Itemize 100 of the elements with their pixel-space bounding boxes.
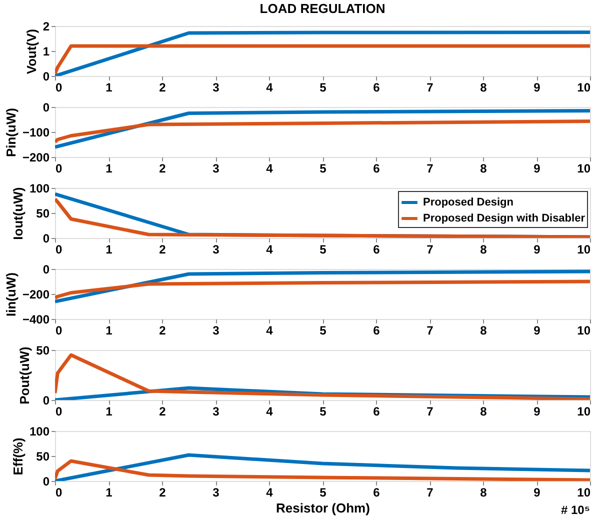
line-series bbox=[55, 459, 590, 481]
x-tick-label: 10 bbox=[577, 486, 591, 500]
x-tick-label: 3 bbox=[212, 162, 220, 176]
x-tick-label: 7 bbox=[426, 242, 434, 256]
y-tick-label: 1 bbox=[42, 44, 50, 58]
x-tick-label: 10 bbox=[577, 404, 591, 418]
y-tick-label: 50 bbox=[36, 450, 50, 464]
y-tick-label: −200 bbox=[22, 288, 50, 302]
x-axis-title: Resistor (Ohm) bbox=[276, 500, 370, 516]
y-axis-title: Vout(V) bbox=[24, 28, 39, 74]
y-tick-label: 0 bbox=[42, 232, 50, 246]
x-tick-label: 0 bbox=[56, 486, 62, 500]
x-tick-label: 0 bbox=[56, 242, 62, 256]
line-series bbox=[55, 270, 590, 304]
x-tick-label: 1 bbox=[106, 242, 113, 256]
legend-label: Proposed Design with Disabler bbox=[423, 212, 586, 224]
y-axis-title: Pout(uW) bbox=[17, 346, 32, 404]
line-series bbox=[55, 109, 590, 149]
x-tick-label: 4 bbox=[266, 486, 274, 500]
y-tick-label: 50 bbox=[36, 206, 50, 220]
y-tick-label: 0 bbox=[42, 474, 50, 488]
x-tick-label: 0 bbox=[56, 404, 62, 418]
x-tick-label: 9 bbox=[534, 404, 541, 418]
y-tick-label: −200 bbox=[22, 150, 50, 164]
x-tick-label: 5 bbox=[320, 162, 327, 176]
x-tick-label: 0 bbox=[56, 80, 62, 94]
y-tick-label: 50 bbox=[36, 344, 50, 358]
x-tick-label: 5 bbox=[320, 404, 327, 418]
x-tick-label: 9 bbox=[534, 242, 541, 256]
x-tick-label: 5 bbox=[320, 80, 327, 94]
x-tick-label: 4 bbox=[266, 80, 274, 94]
x-tick-label: 10 bbox=[577, 162, 591, 176]
y-tick-label: 100 bbox=[29, 424, 50, 438]
x-tick-label: 6 bbox=[373, 242, 380, 256]
y-axis-title: Iout(uW) bbox=[10, 187, 26, 240]
x-tick-label: 2 bbox=[159, 162, 166, 176]
x-tick-label: 9 bbox=[534, 486, 541, 500]
x-tick-label: 3 bbox=[212, 242, 220, 256]
x-tick-label: 8 bbox=[480, 404, 488, 418]
x-tick-label: 8 bbox=[480, 242, 488, 256]
text: # 10⁵ bbox=[561, 503, 590, 517]
x-tick-label: 3 bbox=[212, 404, 220, 418]
y-axis-title: Eff(%) bbox=[10, 438, 26, 476]
y-tick-label: 100 bbox=[29, 182, 50, 196]
x-tick-label: 7 bbox=[426, 486, 434, 500]
x-tick-label: 4 bbox=[266, 324, 274, 338]
x-tick-label: 1 bbox=[106, 324, 113, 338]
x-tick-label: 0 bbox=[56, 324, 62, 338]
y-tick-label: 0 bbox=[42, 70, 50, 84]
x-tick-label: 1 bbox=[106, 404, 113, 418]
x-tick-label: 4 bbox=[266, 404, 274, 418]
x-tick-label: 4 bbox=[266, 242, 274, 256]
x-tick-label: 2 bbox=[159, 80, 166, 94]
x-tick-label: 8 bbox=[480, 324, 488, 338]
x-tick-label: 6 bbox=[373, 486, 380, 500]
x-tick-label: 5 bbox=[320, 324, 327, 338]
line-series bbox=[55, 120, 590, 144]
x-tick-label: 2 bbox=[159, 324, 166, 338]
x-tick-label: 3 bbox=[212, 324, 220, 338]
x-tick-label: 1 bbox=[106, 162, 113, 176]
x-tick-label: 7 bbox=[426, 162, 434, 176]
x-tick-label: 2 bbox=[159, 404, 166, 418]
x-tick-label: 7 bbox=[426, 324, 434, 338]
x-tick-label: 9 bbox=[534, 324, 541, 338]
y-tick-label: 0 bbox=[42, 100, 50, 114]
y-axis-title: Iin(uW) bbox=[3, 272, 18, 317]
x-tick-label: 3 bbox=[212, 80, 220, 94]
line-series bbox=[55, 30, 590, 76]
x-tick-label: 5 bbox=[320, 242, 327, 256]
y-axis-title: Pin(uW) bbox=[3, 108, 18, 158]
x-tick-label: 8 bbox=[480, 80, 488, 94]
x-tick-label: 10 bbox=[577, 324, 591, 338]
x-tick-label: 6 bbox=[373, 324, 380, 338]
y-tick-label: −400 bbox=[22, 312, 50, 326]
x-tick-label: 0 bbox=[56, 162, 62, 176]
x-tick-label: 5 bbox=[320, 486, 327, 500]
x-tick-label: 2 bbox=[159, 242, 166, 256]
x-tick-label: 9 bbox=[534, 80, 541, 94]
x-tick-label: 10 bbox=[577, 242, 591, 256]
x-tick-label: 4 bbox=[266, 162, 274, 176]
x-tick-label: 6 bbox=[373, 162, 380, 176]
line-series bbox=[55, 280, 590, 300]
x-tick-label: 2 bbox=[159, 486, 166, 500]
x-tick-label: 6 bbox=[373, 80, 380, 94]
legend-label: Proposed Design bbox=[423, 196, 514, 208]
y-tick-label: 0 bbox=[42, 394, 50, 408]
x-tick-label: 7 bbox=[426, 80, 434, 94]
x-tick-label: 1 bbox=[106, 80, 113, 94]
y-tick-label: −100 bbox=[22, 126, 50, 140]
y-tick-label: 2 bbox=[42, 20, 50, 34]
x-tick-label: 7 bbox=[426, 404, 434, 418]
chart-title: LOAD REGULATION bbox=[260, 1, 386, 16]
x-tick-label: 3 bbox=[212, 486, 220, 500]
x-tick-label: 1 bbox=[106, 486, 113, 500]
x-tick-label: 6 bbox=[373, 404, 380, 418]
line-series bbox=[55, 453, 590, 481]
x-tick-label: 8 bbox=[480, 486, 488, 500]
x-tick-label: 8 bbox=[480, 162, 488, 176]
x-tick-label: 10 bbox=[577, 80, 591, 94]
y-tick-label: 0 bbox=[42, 262, 50, 276]
